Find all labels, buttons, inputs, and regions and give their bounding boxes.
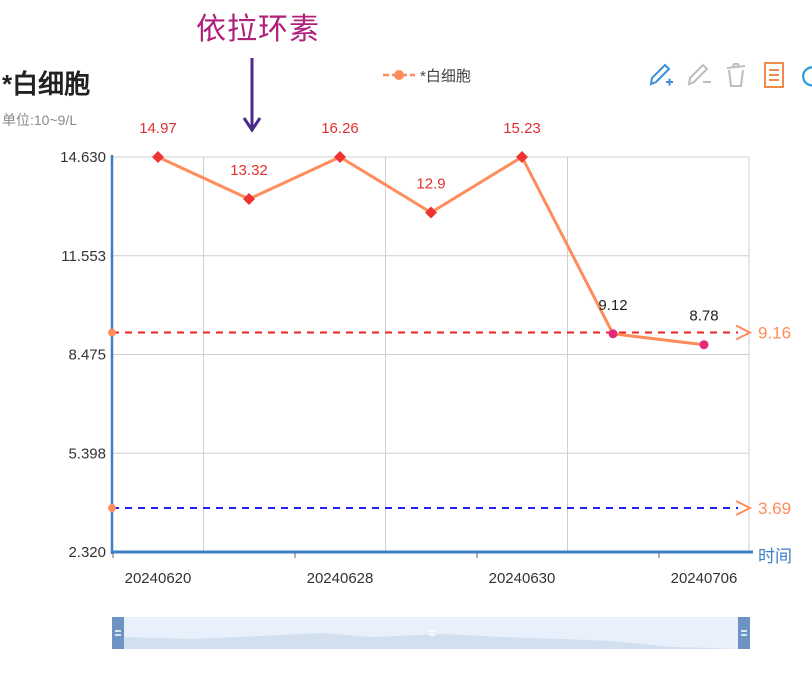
data-label: 16.26 — [321, 120, 359, 137]
pencil-remove-icon[interactable] — [684, 60, 712, 90]
annotation-label: 依拉环素 — [196, 13, 320, 46]
reference-line-arrow — [735, 324, 753, 341]
data-point[interactable] — [152, 151, 164, 163]
data-point[interactable] — [608, 329, 618, 339]
trash-icon[interactable] — [722, 60, 750, 90]
data-point[interactable] — [243, 193, 255, 206]
legend-label: *白细胞 — [420, 67, 471, 85]
x-tick-label: 20240628 — [307, 570, 374, 587]
data-point[interactable] — [334, 151, 346, 163]
data-label: 15.23 — [503, 120, 541, 137]
data-label: 12.9 — [416, 176, 445, 193]
data-point[interactable] — [425, 206, 437, 219]
x-tick-label: 20240620 — [125, 570, 192, 587]
reference-line-label: 3.69 — [758, 499, 791, 518]
x-axis: 时间 20240620 20240628 20240630 20240706 — [112, 547, 792, 587]
slider-handle-left[interactable] — [112, 617, 124, 649]
annotation-arrowhead — [242, 117, 262, 133]
legend-line-icon — [383, 70, 415, 80]
data-zoom-slider[interactable] — [112, 617, 750, 649]
data-label: 8.78 — [689, 308, 718, 325]
y-axis: 14.630 11.553 8.475 5.398 2.320 — [60, 149, 114, 561]
y-tick-label: 2.320 — [68, 544, 106, 561]
document-icon[interactable] — [760, 60, 788, 90]
data-label: 9.12 — [598, 297, 627, 314]
y-tick-label: 5.398 — [68, 445, 106, 462]
data-label: 13.32 — [230, 162, 268, 179]
chart-title: *白细胞 — [2, 69, 91, 99]
line-chart: 14.630 11.553 8.475 5.398 2.320 时间 20240620 20… — [60, 58, 792, 587]
reference-lines: 9.16 3.69 — [108, 324, 791, 518]
data-points — [152, 151, 709, 350]
data-labels: 14.97 13.32 16.26 12.9 15.23 9.12 8.78 — [139, 120, 718, 325]
x-tick-label: 20240630 — [489, 570, 556, 587]
pencil-add-icon[interactable] — [646, 60, 674, 90]
data-point[interactable] — [516, 151, 528, 163]
x-tick-label: 20240706 — [671, 570, 738, 587]
refresh-icon[interactable] — [798, 60, 812, 90]
chart-toolbar — [646, 60, 812, 90]
y-tick-label: 11.553 — [61, 248, 106, 265]
data-point[interactable] — [699, 340, 709, 350]
reference-line-label: 9.16 — [758, 324, 791, 343]
reference-line-start — [108, 328, 116, 337]
y-tick-label: 8.475 — [68, 347, 106, 364]
y-tick-label: 14.630 — [60, 149, 106, 166]
reference-line-arrow — [735, 500, 753, 516]
chart-unit: 单位:10~9/L — [2, 112, 78, 128]
reference-line-start — [108, 504, 116, 513]
data-label: 14.97 — [139, 120, 177, 137]
legend-item[interactable]: *白细胞 — [382, 64, 471, 86]
slider-handle-right[interactable] — [738, 617, 750, 649]
x-axis-title: 时间 — [758, 547, 792, 566]
